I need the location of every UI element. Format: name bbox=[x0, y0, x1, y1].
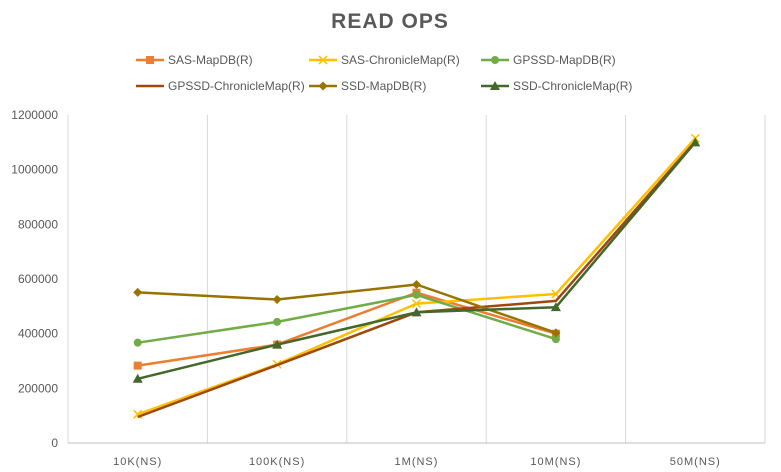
y-tick-label-6: 1200000 bbox=[11, 108, 58, 122]
y-tick-label-5: 1000000 bbox=[11, 163, 58, 177]
legend: SAS-MapDB(R) SAS-ChronicleMap(R) GPSSD-Map… bbox=[136, 53, 632, 93]
series-line-3 bbox=[137, 140, 697, 419]
chart-title: READ OPS bbox=[331, 10, 449, 33]
series-5-point-2 bbox=[411, 307, 422, 317]
series-5-point-4 bbox=[690, 137, 701, 147]
x-tick-label-1: 100K(NS) bbox=[249, 456, 305, 468]
legend-label-5: SSD-ChronicleMap(R) bbox=[513, 79, 632, 93]
legend-marker-4 bbox=[318, 81, 328, 91]
series-2-point-2 bbox=[412, 290, 421, 299]
y-axis: 0 200000 400000 600000 800000 1000000 1200000 bbox=[11, 108, 58, 450]
x-tick-label-0: 10K(NS) bbox=[113, 456, 162, 468]
legend-marker-5 bbox=[490, 81, 500, 90]
legend-marker-2 bbox=[491, 56, 499, 64]
y-tick-label-4: 800000 bbox=[18, 217, 58, 231]
legend-item-4: SSD-MapDB(R) bbox=[309, 79, 426, 93]
series-5 bbox=[132, 137, 701, 383]
series-2-point-0 bbox=[133, 338, 142, 347]
legend-marker-0 bbox=[146, 56, 154, 64]
legend-label-4: SSD-MapDB(R) bbox=[341, 79, 426, 93]
series-2-point-1 bbox=[273, 317, 282, 326]
y-tick-label-2: 400000 bbox=[18, 327, 58, 341]
series-5-point-1 bbox=[272, 339, 283, 349]
legend-item-0: SAS-MapDB(R) bbox=[136, 53, 253, 67]
series-4-point-0 bbox=[133, 287, 143, 297]
x-tick-label-4: 50M(NS) bbox=[670, 456, 721, 468]
series-line-1 bbox=[137, 137, 697, 416]
series-1-point-2 bbox=[411, 299, 422, 309]
y-tick-label-0: 0 bbox=[51, 436, 58, 450]
legend-label-1: SAS-ChronicleMap(R) bbox=[341, 53, 460, 67]
series-lines bbox=[132, 133, 701, 419]
series-line-0 bbox=[137, 291, 557, 367]
legend-marker-1 bbox=[318, 55, 328, 65]
legend-item-1: SAS-ChronicleMap(R) bbox=[309, 53, 460, 67]
legend-label-0: SAS-MapDB(R) bbox=[168, 53, 253, 67]
series-4-point-2 bbox=[412, 279, 421, 289]
legend-label-3: GPSSD-ChronicleMap(R) bbox=[168, 79, 305, 93]
series-4-point-3 bbox=[551, 328, 561, 338]
y-tick-label-1: 200000 bbox=[18, 381, 58, 395]
series-line-5 bbox=[137, 141, 697, 381]
x-tick-label-2: 1M(NS) bbox=[395, 456, 439, 468]
legend-item-3: GPSSD-ChronicleMap(R) bbox=[136, 79, 305, 93]
plot-grid bbox=[67, 115, 766, 444]
legend-item-2: GPSSD-MapDB(R) bbox=[481, 53, 616, 67]
series-line-2 bbox=[137, 293, 557, 344]
legend-label-2: GPSSD-MapDB(R) bbox=[513, 53, 616, 67]
x-axis: 10K(NS) 100K(NS) 1M(NS) 10M(NS) 50M(NS) bbox=[113, 456, 721, 468]
series-5-point-0 bbox=[132, 373, 143, 383]
series-3 bbox=[137, 140, 697, 419]
legend-item-5: SSD-ChronicleMap(R) bbox=[481, 79, 632, 93]
series-2-point-3 bbox=[551, 335, 560, 344]
series-5-point-3 bbox=[550, 302, 561, 312]
y-tick-label-3: 600000 bbox=[18, 272, 58, 286]
series-1 bbox=[133, 133, 700, 419]
series-2 bbox=[133, 290, 560, 347]
series-4-point-1 bbox=[272, 295, 282, 304]
series-0-point-0 bbox=[133, 361, 142, 370]
x-tick-label-3: 10M(NS) bbox=[530, 456, 581, 468]
